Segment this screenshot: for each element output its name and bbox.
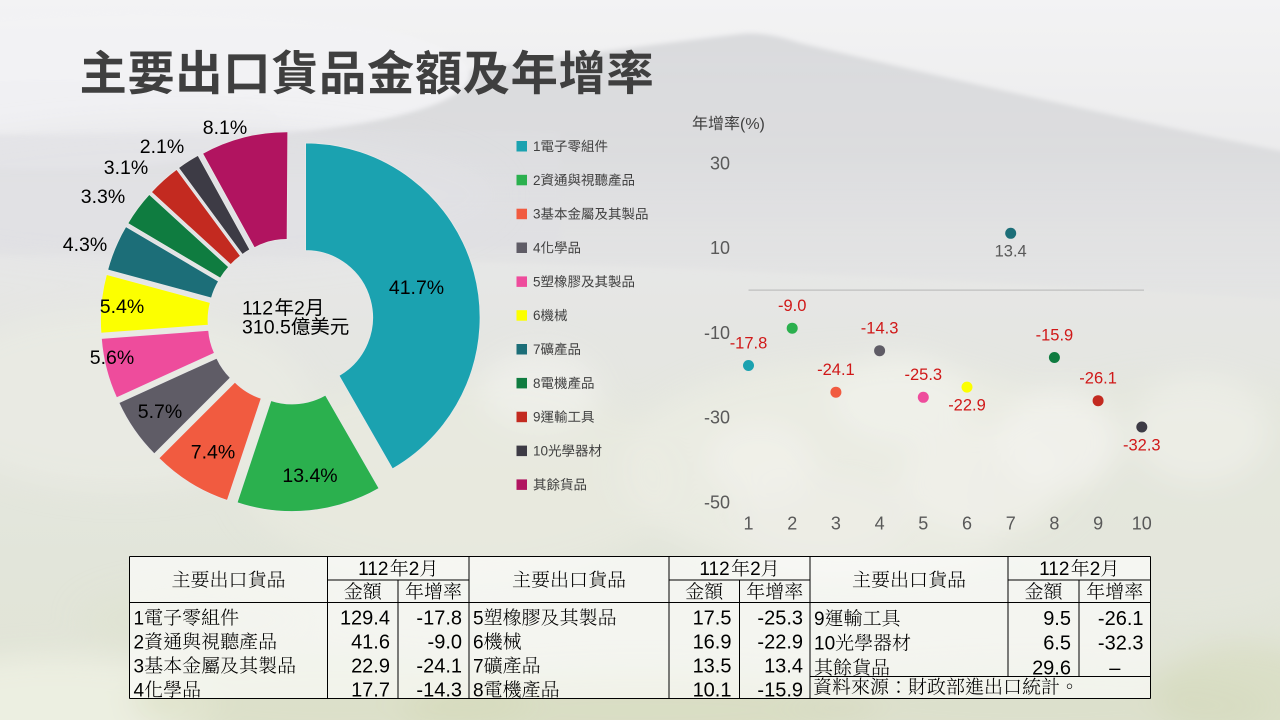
svg-text:5.7%: 5.7% [138, 401, 182, 423]
svg-text:29.6: 29.6 [1032, 657, 1071, 679]
svg-text:-14.3: -14.3 [416, 679, 462, 701]
svg-text:17.5: 17.5 [693, 607, 732, 629]
svg-text:112: 112 [358, 559, 388, 580]
svg-text:10: 10 [533, 444, 548, 459]
svg-text:-24.1: -24.1 [416, 655, 462, 677]
svg-text:-24.1: -24.1 [817, 361, 855, 379]
svg-text:13.4: 13.4 [764, 655, 803, 677]
svg-text:3: 3 [134, 656, 145, 677]
svg-text:112: 112 [242, 298, 273, 320]
svg-text:6: 6 [962, 514, 972, 534]
svg-text:10: 10 [710, 238, 730, 258]
svg-text:129.4: 129.4 [340, 607, 390, 629]
svg-text:-15.9: -15.9 [757, 679, 803, 701]
svg-text:4: 4 [533, 241, 541, 256]
svg-text:22.9: 22.9 [351, 655, 390, 677]
svg-text:10: 10 [814, 634, 835, 655]
svg-text:-9.0: -9.0 [778, 297, 806, 315]
svg-text:-32.3: -32.3 [1098, 633, 1144, 655]
svg-text:-14.3: -14.3 [861, 320, 899, 338]
svg-text:-22.9: -22.9 [948, 397, 986, 415]
svg-text:41.6: 41.6 [351, 631, 390, 653]
svg-text:1: 1 [743, 514, 753, 534]
svg-text:13.4%: 13.4% [282, 465, 337, 487]
svg-text:(%): (%) [740, 116, 765, 133]
svg-text:2: 2 [533, 173, 541, 188]
svg-text:9.5: 9.5 [1043, 608, 1071, 630]
svg-text:7: 7 [533, 342, 541, 357]
svg-text:310.5: 310.5 [242, 317, 291, 339]
svg-text:2: 2 [750, 559, 761, 580]
svg-text:6: 6 [473, 632, 484, 653]
svg-text:-9.0: -9.0 [428, 631, 462, 653]
svg-text:1: 1 [134, 608, 145, 629]
svg-text:1: 1 [533, 139, 541, 154]
svg-text:5: 5 [918, 514, 928, 534]
svg-text:4: 4 [134, 680, 145, 701]
svg-text:7: 7 [1006, 514, 1016, 534]
svg-text:4.3%: 4.3% [63, 234, 107, 256]
svg-text:41.7%: 41.7% [389, 277, 444, 299]
svg-text:13.5: 13.5 [693, 655, 732, 677]
svg-text:-17.8: -17.8 [730, 334, 768, 352]
svg-text:8.1%: 8.1% [203, 117, 247, 139]
svg-text:13.4: 13.4 [995, 243, 1027, 261]
svg-text:3: 3 [831, 514, 841, 534]
svg-text:-10: -10 [704, 323, 730, 343]
svg-text:2: 2 [409, 559, 420, 580]
svg-text:-17.8: -17.8 [416, 607, 462, 629]
svg-text:6.5: 6.5 [1043, 633, 1071, 655]
svg-text:5: 5 [533, 274, 541, 289]
svg-text:2: 2 [787, 514, 797, 534]
svg-text:-25.3: -25.3 [757, 607, 803, 629]
svg-text:-26.1: -26.1 [1098, 608, 1144, 630]
svg-text:10.1: 10.1 [693, 679, 732, 701]
svg-text:17.7: 17.7 [351, 679, 390, 701]
svg-text:2: 2 [134, 632, 145, 653]
svg-text:4: 4 [875, 514, 885, 534]
svg-text:2: 2 [1090, 559, 1101, 580]
svg-text:3.3%: 3.3% [81, 186, 125, 208]
svg-text:9: 9 [1093, 514, 1103, 534]
svg-text:7.4%: 7.4% [191, 442, 235, 464]
svg-text:6: 6 [533, 308, 541, 323]
svg-text:-30: -30 [704, 408, 730, 428]
svg-text:5.6%: 5.6% [90, 347, 134, 369]
svg-text:8: 8 [473, 680, 484, 701]
svg-text:8: 8 [1049, 514, 1059, 534]
svg-text:–: – [1109, 657, 1121, 679]
svg-text:8: 8 [533, 376, 541, 391]
svg-text:30: 30 [710, 153, 730, 173]
svg-text:-26.1: -26.1 [1079, 370, 1117, 388]
svg-text:2.1%: 2.1% [140, 136, 184, 158]
svg-text:9: 9 [814, 609, 825, 630]
svg-text:112: 112 [1039, 559, 1069, 580]
svg-text:-25.3: -25.3 [904, 366, 942, 384]
svg-text:3: 3 [533, 207, 541, 222]
svg-text:9: 9 [533, 410, 541, 425]
svg-text:16.9: 16.9 [693, 631, 732, 653]
svg-text:10: 10 [1132, 514, 1152, 534]
svg-text:2: 2 [294, 298, 305, 320]
svg-text:3.1%: 3.1% [104, 157, 148, 179]
svg-text:-22.9: -22.9 [757, 631, 803, 653]
svg-text:5.4%: 5.4% [100, 296, 144, 318]
svg-text:5: 5 [473, 608, 484, 629]
svg-text:7: 7 [473, 656, 484, 677]
svg-text:-15.9: -15.9 [1036, 326, 1074, 344]
svg-text:-50: -50 [704, 492, 730, 512]
svg-text:112: 112 [699, 559, 729, 580]
svg-text:-32.3: -32.3 [1123, 436, 1161, 454]
